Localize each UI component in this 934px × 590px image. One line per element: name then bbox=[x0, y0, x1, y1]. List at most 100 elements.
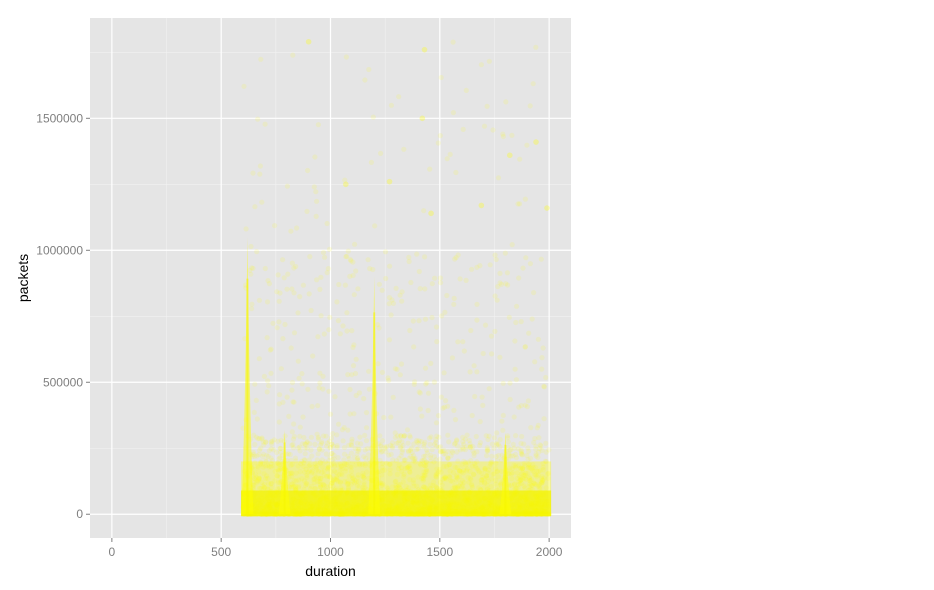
data-point bbox=[540, 477, 546, 483]
data-point bbox=[277, 392, 283, 398]
data-point bbox=[484, 475, 490, 481]
data-point bbox=[256, 451, 262, 458]
data-point-outlier bbox=[305, 38, 312, 45]
data-point bbox=[425, 390, 432, 396]
data-point bbox=[490, 471, 496, 477]
data-point bbox=[312, 154, 318, 160]
data-point bbox=[431, 479, 437, 485]
data-point bbox=[515, 482, 521, 488]
data-point bbox=[525, 470, 531, 476]
data-point bbox=[326, 388, 332, 394]
data-point bbox=[456, 468, 463, 474]
data-point bbox=[519, 452, 525, 458]
data-point bbox=[276, 419, 282, 425]
data-point bbox=[295, 463, 301, 469]
data-point bbox=[351, 342, 357, 348]
data-point bbox=[288, 228, 294, 234]
data-point bbox=[258, 460, 264, 466]
data-point bbox=[423, 381, 429, 387]
data-point bbox=[493, 477, 499, 483]
data-point bbox=[522, 344, 529, 350]
data-point bbox=[527, 477, 533, 484]
data-point bbox=[520, 476, 526, 482]
data-point bbox=[395, 440, 401, 446]
data-point bbox=[514, 485, 520, 491]
data-point bbox=[401, 433, 407, 439]
data-point bbox=[398, 465, 404, 471]
data-point bbox=[252, 476, 258, 482]
data-point bbox=[438, 280, 444, 286]
data-point bbox=[276, 298, 282, 304]
data-point bbox=[315, 122, 321, 128]
data-point bbox=[361, 472, 367, 478]
data-point bbox=[400, 442, 406, 448]
data-point bbox=[248, 271, 254, 277]
data-point bbox=[396, 482, 402, 488]
data-point bbox=[313, 213, 319, 219]
data-point bbox=[414, 483, 420, 489]
data-point bbox=[516, 404, 522, 410]
data-point bbox=[256, 297, 262, 303]
data-point bbox=[317, 459, 324, 465]
data-point bbox=[538, 479, 544, 485]
data-point bbox=[417, 406, 423, 412]
data-point bbox=[301, 469, 308, 475]
data-point bbox=[465, 459, 471, 465]
data-point bbox=[524, 142, 530, 148]
data-point bbox=[510, 453, 516, 459]
data-point bbox=[315, 334, 321, 340]
data-point bbox=[456, 474, 462, 480]
data-point bbox=[494, 430, 500, 436]
data-point bbox=[264, 299, 271, 305]
data-point bbox=[522, 462, 528, 468]
data-point bbox=[255, 476, 262, 482]
data-point bbox=[438, 394, 444, 400]
data-point bbox=[264, 452, 270, 458]
data-point bbox=[455, 486, 461, 492]
data-point bbox=[339, 463, 345, 469]
data-point bbox=[289, 429, 295, 435]
data-point bbox=[527, 261, 534, 267]
data-point bbox=[481, 476, 487, 482]
data-point bbox=[532, 435, 538, 442]
data-point bbox=[340, 438, 346, 444]
data-point bbox=[541, 475, 547, 481]
data-point bbox=[349, 439, 355, 445]
data-point bbox=[334, 444, 340, 450]
data-point bbox=[514, 475, 521, 481]
data-point bbox=[249, 306, 255, 312]
data-point bbox=[324, 484, 330, 490]
data-point bbox=[327, 474, 333, 480]
data-point bbox=[536, 435, 542, 441]
data-point bbox=[337, 461, 343, 467]
data-point bbox=[511, 445, 517, 451]
data-point bbox=[450, 485, 456, 491]
data-point bbox=[311, 184, 317, 190]
data-point bbox=[337, 479, 343, 485]
data-points bbox=[240, 38, 552, 517]
data-point bbox=[361, 474, 367, 481]
data-point bbox=[331, 463, 338, 469]
data-point bbox=[422, 484, 428, 491]
data-point bbox=[449, 448, 455, 454]
data-point bbox=[540, 464, 546, 470]
data-point bbox=[389, 484, 396, 490]
data-point bbox=[389, 443, 395, 449]
data-point bbox=[428, 458, 434, 464]
data-point bbox=[473, 433, 479, 440]
data-point bbox=[428, 486, 434, 492]
data-point bbox=[323, 433, 329, 439]
data-point bbox=[492, 293, 498, 299]
data-point bbox=[375, 322, 381, 328]
data-point bbox=[422, 453, 428, 459]
data-point bbox=[522, 344, 528, 350]
data-point bbox=[388, 102, 394, 108]
data-point bbox=[460, 126, 466, 132]
data-point bbox=[363, 438, 370, 444]
data-point bbox=[304, 440, 310, 446]
data-point bbox=[263, 457, 269, 463]
data-point bbox=[321, 468, 327, 474]
data-point bbox=[450, 110, 456, 116]
data-point bbox=[424, 486, 430, 492]
data-point bbox=[360, 470, 366, 476]
